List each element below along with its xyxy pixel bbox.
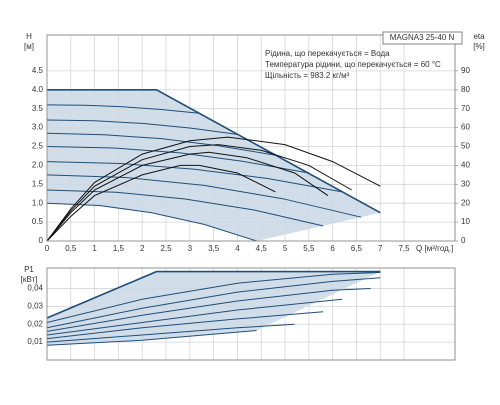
y2-tick-label: 10: [461, 217, 470, 226]
x-tick-label: 7,5: [398, 244, 410, 253]
y-tick-label: 0,03: [27, 302, 43, 311]
x-tick-label: 5: [283, 244, 288, 253]
y-tick-label: 4.0: [32, 85, 44, 94]
x-tick-label: 7: [378, 244, 383, 253]
plot-frame: [46, 34, 456, 242]
note-line: Температура рідини, що перекачується = 6…: [265, 60, 441, 69]
y2-tick-label: 60: [461, 123, 470, 132]
performance-curve: [46, 272, 381, 323]
x-tick-label: 1: [92, 244, 97, 253]
performance-curve: [46, 330, 257, 346]
x-tick-label: 6: [330, 244, 335, 253]
performance-curve: [46, 270, 381, 319]
y-tick-label: 0,04: [27, 284, 43, 293]
performance-curve: [46, 132, 276, 156]
performance-curve: [46, 202, 257, 242]
efficiency-curve: [46, 164, 276, 242]
y2-tick-label: 70: [461, 104, 470, 113]
performance-curve: [46, 311, 324, 340]
y-axis-unit: [м]: [24, 42, 34, 51]
y-axis-label: H: [26, 32, 32, 41]
y-tick-label: 4.5: [32, 66, 44, 75]
note-line: Рідина, що перекачується = Вода: [265, 49, 390, 58]
x-tick-label: 0,5: [65, 244, 77, 253]
operating-range: [47, 89, 381, 241]
note-title-box: [382, 31, 463, 45]
y2-tick-label: 90: [461, 66, 470, 75]
x-tick-label: 3,5: [208, 244, 220, 253]
y-tick-label: 0,02: [27, 319, 43, 328]
y2-tick-label: 40: [461, 161, 470, 170]
y2-tick-label: 20: [461, 198, 470, 207]
performance-curve: [46, 323, 295, 343]
plot-frame: [46, 267, 456, 361]
y-axis-unit: [кВт]: [21, 275, 38, 284]
performance-curve: [46, 146, 309, 174]
x-tick-label: 6,5: [351, 244, 363, 253]
efficiency-curve: [46, 151, 329, 242]
performance-curve: [46, 119, 238, 135]
efficiency-curve: [46, 136, 381, 242]
performance-curve: [46, 298, 343, 336]
y-tick-label: 1.5: [32, 179, 44, 188]
x-tick-label: 4,5: [256, 244, 268, 253]
efficiency-curve: [46, 144, 352, 242]
y-tick-label: 2.5: [32, 142, 44, 151]
y2-tick-label: 30: [461, 179, 470, 188]
x-tick-label: 2,5: [160, 244, 172, 253]
performance-curve: [47, 89, 381, 214]
y2-axis-unit: [%]: [473, 42, 485, 51]
x-tick-label: 3: [188, 244, 193, 253]
x-tick-label: 2: [140, 244, 145, 253]
x-tick-label: 1,5: [113, 244, 125, 253]
y2-tick-label: 0: [461, 236, 466, 245]
y2-tick-label: 50: [461, 142, 470, 151]
y-tick-label: 0: [39, 236, 44, 245]
y-axis-label: P1: [24, 265, 34, 274]
y2-axis-label: eta: [473, 32, 485, 41]
x-tick-label: 0: [45, 244, 50, 253]
note-line: Щільність = 983.2 кг/м³: [265, 71, 350, 80]
x-tick-label: 4: [235, 244, 240, 253]
x-axis-label: Q [м³/год.]: [416, 244, 453, 253]
y2-tick-label: 80: [461, 85, 470, 94]
performance-curve: [46, 161, 343, 193]
y-tick-label: 1.0: [32, 198, 44, 207]
performance-curve: [46, 277, 381, 329]
note-title: MAGNA3 25-40 N: [390, 33, 455, 42]
operating-range: [47, 271, 381, 346]
y-tick-label: 0,01: [27, 337, 43, 346]
performance-curve: [46, 288, 371, 332]
y-tick-label: 0.5: [32, 217, 44, 226]
x-tick-label: 5,5: [303, 244, 315, 253]
performance-curve: [46, 104, 200, 114]
y-tick-label: 3.5: [32, 104, 44, 113]
y-tick-label: 3.0: [32, 123, 44, 132]
performance-curve: [46, 174, 362, 218]
y-tick-label: 2.0: [32, 161, 44, 170]
